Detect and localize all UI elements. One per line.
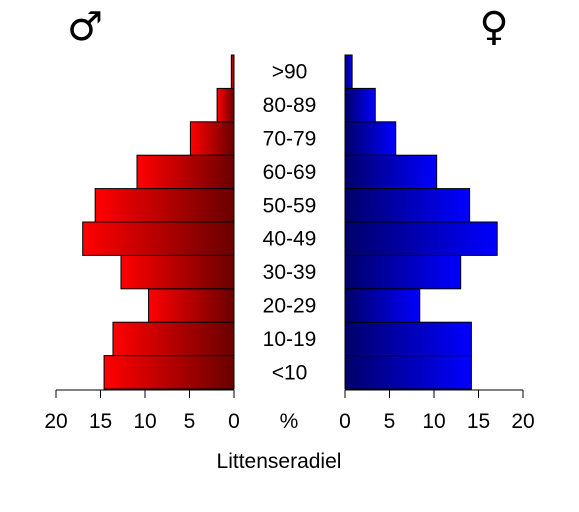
age-group-label: 20-29 [263, 295, 317, 318]
male-bar [82, 221, 235, 256]
male-bar [103, 355, 235, 390]
age-group-labels: <10 10-19 20-29 30-39 40-49 50-59 60-69 70-79 80… [263, 61, 317, 385]
age-group-label: 40-49 [263, 228, 317, 251]
age-group-label: 60-69 [263, 161, 317, 184]
female-bar [344, 288, 421, 323]
male-bar [230, 54, 235, 89]
female-tick-label: 20 [511, 410, 534, 433]
male-tick-label: 10 [133, 410, 156, 433]
female-tick-label: 10 [422, 410, 445, 433]
male-bar [148, 288, 235, 323]
male-bar [189, 121, 235, 156]
female-bar [344, 321, 472, 357]
male-tick-label: 15 [89, 410, 112, 433]
female-tick-label: 5 [384, 410, 396, 433]
male-symbol-label: ♂ [67, 4, 103, 50]
age-group-label: 70-79 [263, 128, 317, 151]
female-bar [344, 188, 471, 223]
age-group-label: <10 [272, 361, 308, 384]
female-tick-label: 15 [467, 410, 490, 433]
percent-unit-label: % [280, 410, 299, 433]
age-group-label: 80-89 [263, 94, 317, 117]
male-tick-label: 0 [228, 410, 240, 433]
male-tick-label: 5 [184, 410, 196, 433]
male-bars [82, 54, 235, 390]
female-bars [344, 54, 498, 390]
age-group-label: >90 [272, 61, 308, 84]
female-bar [344, 221, 498, 256]
male-bar [136, 154, 235, 190]
female-tick-label: 0 [339, 410, 351, 433]
male-bar [112, 321, 235, 357]
age-group-label: 10-19 [263, 328, 317, 351]
x-axis-title: Littenseradiel [217, 450, 342, 473]
age-group-label: 30-39 [263, 261, 317, 284]
male-bar [94, 188, 235, 223]
age-group-label: 50-59 [263, 194, 317, 217]
female-bar [344, 54, 353, 89]
female-bar [344, 121, 397, 156]
male-x-axis: 20 15 10 5 0 [44, 389, 240, 433]
male-bar [120, 254, 235, 290]
female-bar [344, 154, 438, 190]
female-symbol-label: ♀ [479, 4, 508, 50]
female-bar [344, 254, 462, 290]
female-x-axis: 20 15 10 5 0 [339, 389, 535, 433]
male-bar [216, 87, 235, 123]
female-bar [344, 87, 376, 123]
male-tick-label: 20 [44, 410, 67, 433]
female-bar [344, 355, 472, 390]
